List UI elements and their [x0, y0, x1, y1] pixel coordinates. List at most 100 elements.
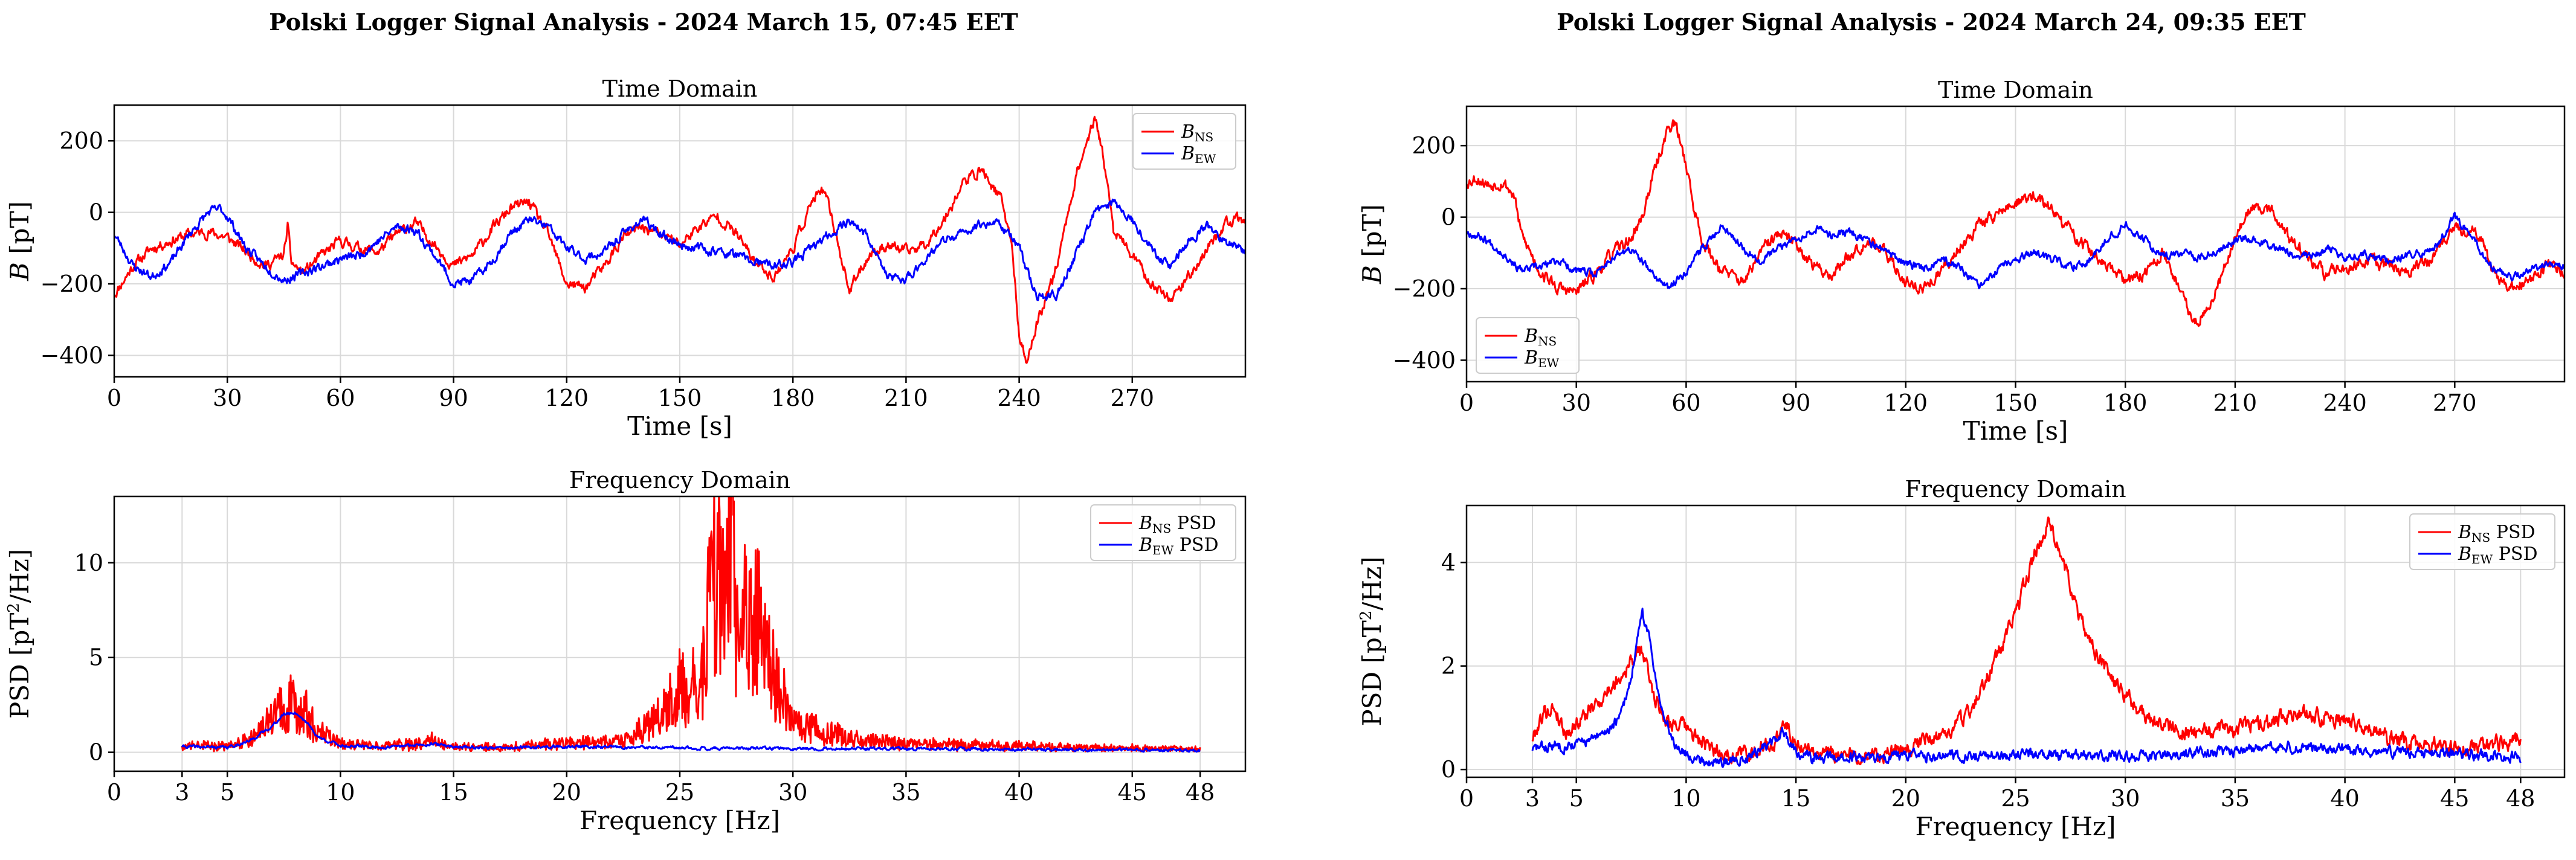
- x-tick-label: 30: [2111, 785, 2140, 812]
- series-line-b-ns-psd: [181, 496, 1201, 752]
- legend-box: [2409, 513, 2555, 570]
- x-axis-title-0: Time [s]: [627, 411, 732, 441]
- x-tick-label: 210: [2213, 390, 2258, 416]
- x-tick-label: 180: [2103, 390, 2148, 416]
- chart-right-time: 0 30 60 90 120 150 180 210 240 270 −400 −200 0 200 Tim…: [1357, 77, 2566, 446]
- y-tick-label: −200: [1393, 275, 1456, 302]
- x-tick-label: 240: [997, 385, 1041, 411]
- x-tick-label: 20: [1891, 785, 1920, 812]
- x-tick-label: 10: [326, 779, 355, 806]
- y-tick-label: −400: [40, 342, 103, 368]
- y-tick-label: 200: [59, 127, 103, 154]
- x-axis-title-2: Time [s]: [1963, 416, 2068, 446]
- grid-2: [1466, 106, 2565, 382]
- y-tick-label: 0: [1441, 204, 1456, 231]
- y-axis-title-1: PSD [pT2/Hz]: [5, 549, 34, 719]
- x-tick-label: 270: [2433, 390, 2477, 416]
- x-tick-label: 25: [665, 779, 694, 806]
- series-line-b-ew-psd: [1531, 608, 2522, 768]
- figure-title-right: Polski Logger Signal Analysis - 2024 Mar…: [1557, 8, 2306, 36]
- subplot-title-3: Frequency Domain: [1905, 476, 2126, 502]
- x-tick-label: 0: [107, 385, 121, 411]
- x-tick-label: 20: [552, 779, 581, 806]
- y-tick-label: 5: [89, 644, 103, 671]
- x-tick-label: 150: [1993, 390, 2038, 416]
- legend-label-0-0: BNS: [1181, 121, 1213, 144]
- legend-box: [1476, 317, 1580, 374]
- x-tick-label: 15: [439, 779, 468, 806]
- x-tick-label: 15: [1781, 785, 1810, 812]
- grid-1: [114, 496, 1245, 771]
- x-axis-title-3: Frequency [Hz]: [1915, 812, 2116, 841]
- x-tick-label: 240: [2323, 390, 2367, 416]
- y-axis-title-3: PSD [pT2/Hz]: [1357, 556, 1387, 726]
- legend-label-1-0: BNS PSD: [1138, 513, 1216, 536]
- ticks-2: 0 30 60 90 120 150 180 210 240 270 −400 −200 0 200: [1393, 132, 2477, 416]
- x-tick-label: 40: [1004, 779, 1033, 806]
- figure-title-left: Polski Logger Signal Analysis - 2024 Mar…: [269, 8, 1018, 36]
- y-tick-label: 2: [1441, 653, 1456, 679]
- legend-label-2-1: BEW: [1524, 347, 1560, 370]
- x-tick-label: 5: [1569, 785, 1584, 812]
- x-tick-label: 0: [107, 779, 121, 806]
- legend-box: [1090, 504, 1236, 561]
- x-tick-label: 30: [213, 385, 242, 411]
- series-line-b-ns-psd: [1531, 516, 2522, 766]
- y-axis-title-0: B [pT]: [5, 201, 34, 281]
- x-tick-label: 180: [771, 385, 815, 411]
- x-tick-label: 120: [1884, 390, 1928, 416]
- x-tick-label: 10: [1671, 785, 1700, 812]
- legend-label-3-0: BNS PSD: [2458, 522, 2536, 545]
- y-tick-label: 0: [1441, 756, 1456, 783]
- y-tick-label: 200: [1412, 132, 1456, 159]
- x-tick-label: 60: [326, 385, 355, 411]
- y-tick-label: 0: [89, 739, 103, 766]
- x-tick-label: 35: [2221, 785, 2250, 812]
- x-tick-label: 90: [439, 385, 468, 411]
- legend-label-0-1: BEW: [1181, 143, 1216, 166]
- x-tick-label: 270: [1111, 385, 1155, 411]
- y-axis-title-2: B [pT]: [1357, 204, 1387, 284]
- legend-label-2-0: BNS: [1524, 326, 1557, 348]
- series-line-b-ew: [114, 198, 1245, 301]
- x-tick-label: 25: [2001, 785, 2030, 812]
- legend-box: [1132, 113, 1236, 170]
- legend-label-1-1: BEW PSD: [1138, 534, 1219, 557]
- grid-0: [114, 105, 1245, 377]
- legend-label-3-1: BEW PSD: [2458, 544, 2538, 566]
- x-axis-title-1: Frequency [Hz]: [579, 806, 780, 835]
- x-tick-label: 30: [1562, 390, 1591, 416]
- subplot-title-1: Frequency Domain: [569, 467, 790, 493]
- y-tick-label: 10: [74, 550, 103, 576]
- x-tick-label: 60: [1671, 390, 1700, 416]
- subplot-title-2: Time Domain: [1938, 77, 2093, 103]
- x-tick-label: 5: [220, 779, 234, 806]
- chart-left-time: 0 30 60 90 120 150 180 210 240 270 −400 −200 0 200 Tim…: [5, 75, 1247, 441]
- x-tick-label: 210: [884, 385, 928, 411]
- subplot-title-0: Time Domain: [602, 75, 758, 102]
- x-tick-label: 3: [175, 779, 189, 806]
- y-tick-label: −200: [40, 271, 103, 297]
- x-tick-label: 48: [2506, 785, 2535, 812]
- x-tick-label: 120: [545, 385, 589, 411]
- x-tick-label: 45: [1118, 779, 1147, 806]
- series-line-b-ns: [1467, 119, 2565, 327]
- y-tick-label: −400: [1393, 347, 1456, 373]
- y-tick-label: 4: [1441, 549, 1456, 576]
- x-tick-label: 40: [2330, 785, 2359, 812]
- x-tick-label: 3: [1525, 785, 1540, 812]
- x-tick-label: 35: [891, 779, 920, 806]
- x-tick-label: 48: [1186, 779, 1215, 806]
- series-line-b-ew-psd: [181, 711, 1201, 753]
- x-tick-label: 150: [658, 385, 702, 411]
- x-tick-label: 30: [778, 779, 807, 806]
- series-line-b-ew: [1467, 211, 2565, 289]
- x-tick-label: 0: [1459, 390, 1474, 416]
- x-tick-label: 45: [2440, 785, 2469, 812]
